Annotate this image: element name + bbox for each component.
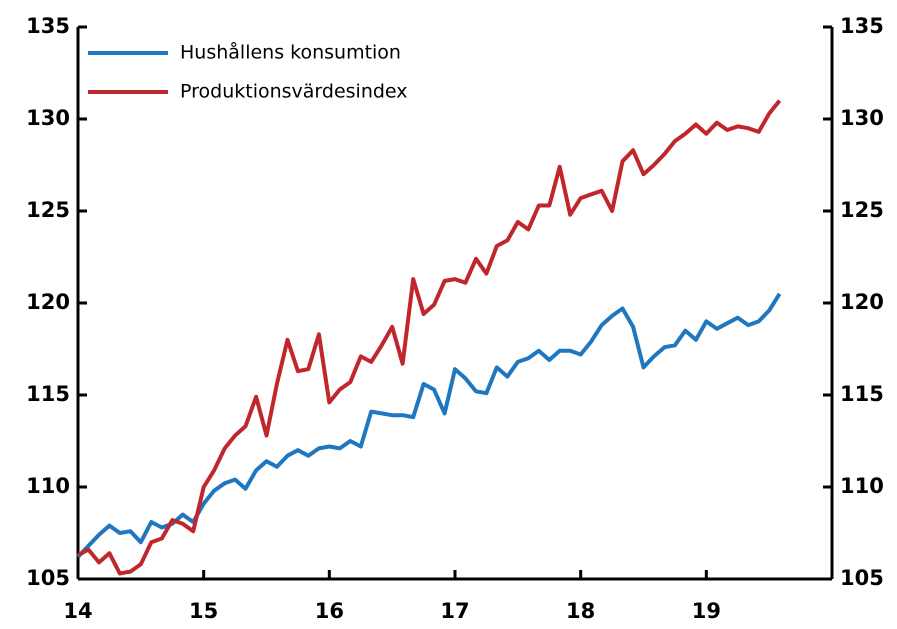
- legend-label: Produktionsvärdesindex: [180, 81, 408, 103]
- x-tick-label: 18: [566, 599, 595, 623]
- y2-tick-label: 125: [840, 198, 884, 222]
- y-tick-label: 130: [26, 106, 70, 130]
- x-tick-label: 14: [63, 599, 92, 623]
- x-tick-label: 16: [315, 599, 344, 623]
- y-tick-label: 135: [26, 14, 70, 38]
- y2-tick-label: 115: [840, 382, 884, 406]
- y-tick-label: 125: [26, 198, 70, 222]
- y2-tick-label: 130: [840, 106, 884, 130]
- legend: Hushållens konsumtion Produktionsvärdesin…: [88, 41, 408, 103]
- data-line: [77, 99, 782, 576]
- x-tick-label: 15: [189, 599, 218, 623]
- y-tick-label: 105: [26, 566, 70, 590]
- y2-tick-label: 120: [840, 290, 884, 314]
- y2-tick-label: 110: [840, 474, 884, 498]
- y-tick-label: 120: [26, 290, 70, 314]
- y2-tick-label: 135: [840, 14, 884, 38]
- x-tick-label: 17: [440, 599, 469, 623]
- y2-tick-label: 105: [840, 566, 884, 590]
- y-tick-label: 110: [26, 474, 70, 498]
- y-tick-label: 115: [26, 382, 70, 406]
- legend-label: Hushållens konsumtion: [180, 41, 401, 64]
- x-tick-label: 19: [692, 599, 721, 623]
- data-line: [76, 292, 782, 559]
